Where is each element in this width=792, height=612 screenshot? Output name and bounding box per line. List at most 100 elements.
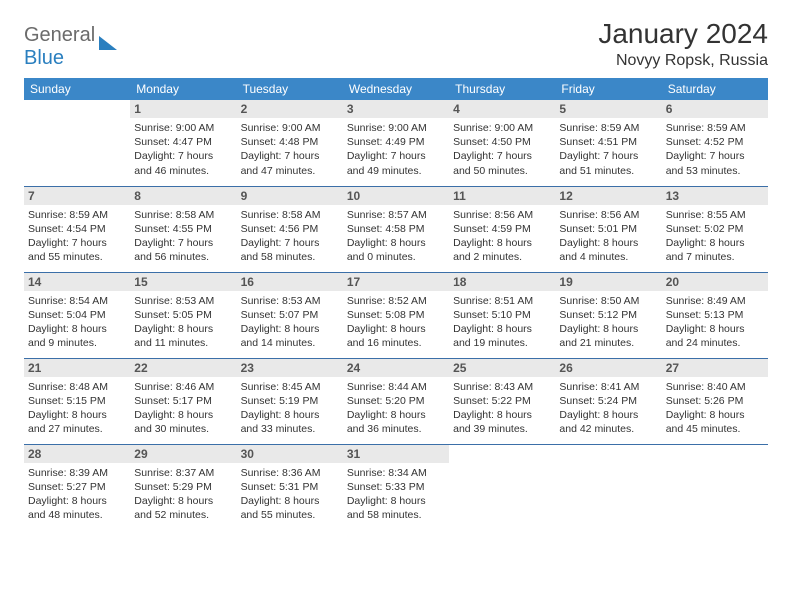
day-info: Sunrise: 9:00 AMSunset: 4:47 PMDaylight:… bbox=[134, 121, 232, 178]
calendar-cell: 5 Sunrise: 8:59 AMSunset: 4:51 PMDaylight… bbox=[555, 100, 661, 186]
header: General Blue January 2024 Novyy Ropsk, R… bbox=[24, 18, 768, 70]
calendar-cell: 6Sunrise: 8:59 AMSunset: 4:52 PMDaylight… bbox=[662, 100, 768, 186]
brand-part2: Blue bbox=[24, 47, 64, 69]
day-number: 29 bbox=[130, 445, 236, 463]
day-number: 13 bbox=[662, 187, 768, 205]
calendar-cell: 17 Sunrise: 8:52 AMSunset: 5:08 PMDayligh… bbox=[343, 272, 449, 358]
title-block: January 2024 Novyy Ropsk, Russia bbox=[598, 18, 768, 70]
day-info: Sunrise: 9:00 AMSunset: 4:49 PMDaylight:… bbox=[347, 121, 445, 178]
day-number: 1 bbox=[130, 100, 236, 118]
calendar-cell bbox=[24, 100, 130, 186]
calendar-cell bbox=[662, 444, 768, 530]
day-info: Sunrise: 8:39 AMSunset: 5:27 PMDaylight:… bbox=[28, 466, 126, 523]
calendar-cell bbox=[555, 444, 661, 530]
calendar-cell: 30 Sunrise: 8:36 AMSunset: 5:31 PMDayligh… bbox=[237, 444, 343, 530]
day-number: 10 bbox=[343, 187, 449, 205]
day-info: Sunrise: 8:59 AMSunset: 4:51 PMDaylight:… bbox=[559, 121, 657, 178]
calendar-cell: 23 Sunrise: 8:45 AMSunset: 5:19 PMDayligh… bbox=[237, 358, 343, 444]
day-number: 9 bbox=[237, 187, 343, 205]
day-number: 27 bbox=[662, 359, 768, 377]
calendar-cell: 20 Sunrise: 8:49 AMSunset: 5:13 PMDayligh… bbox=[662, 272, 768, 358]
brand-part1: General bbox=[24, 24, 95, 46]
day-number: 23 bbox=[237, 359, 343, 377]
day-info: Sunrise: 8:48 AMSunset: 5:15 PMDaylight:… bbox=[28, 380, 126, 437]
weekday-header: Thursday bbox=[449, 78, 555, 100]
day-number: 16 bbox=[237, 273, 343, 291]
calendar-cell: 24Sunrise: 8:44 AMSunset: 5:20 PMDayligh… bbox=[343, 358, 449, 444]
calendar-cell bbox=[449, 444, 555, 530]
calendar-cell: 13 Sunrise: 8:55 AMSunset: 5:02 PMDayligh… bbox=[662, 186, 768, 272]
weekday-header: Tuesday bbox=[237, 78, 343, 100]
day-number: 24 bbox=[343, 359, 449, 377]
day-info: Sunrise: 8:57 AMSunset: 4:58 PMDaylight:… bbox=[347, 208, 445, 265]
calendar-cell: 25 Sunrise: 8:43 AMSunset: 5:22 PMDayligh… bbox=[449, 358, 555, 444]
calendar-cell: 19 Sunrise: 8:50 AMSunset: 5:12 PMDayligh… bbox=[555, 272, 661, 358]
day-number: 8 bbox=[130, 187, 236, 205]
day-info: Sunrise: 9:00 AMSunset: 4:48 PMDaylight:… bbox=[241, 121, 339, 178]
day-number: 2 bbox=[237, 100, 343, 118]
weekday-header: Sunday bbox=[24, 78, 130, 100]
calendar-cell: 21Sunrise: 8:48 AMSunset: 5:15 PMDayligh… bbox=[24, 358, 130, 444]
calendar-cell: 27 Sunrise: 8:40 AMSunset: 5:26 PMDayligh… bbox=[662, 358, 768, 444]
weekday-header: Monday bbox=[130, 78, 236, 100]
day-number: 26 bbox=[555, 359, 661, 377]
day-info: Sunrise: 8:59 AMSunset: 4:52 PMDaylight:… bbox=[666, 121, 764, 178]
calendar-cell: 28 Sunrise: 8:39 AMSunset: 5:27 PMDayligh… bbox=[24, 444, 130, 530]
day-number: 20 bbox=[662, 273, 768, 291]
calendar-cell: 10 Sunrise: 8:57 AMSunset: 4:58 PMDayligh… bbox=[343, 186, 449, 272]
day-number: 19 bbox=[555, 273, 661, 291]
calendar-cell: 15Sunrise: 8:53 AMSunset: 5:05 PMDayligh… bbox=[130, 272, 236, 358]
day-info: Sunrise: 8:40 AMSunset: 5:26 PMDaylight:… bbox=[666, 380, 764, 437]
day-info: Sunrise: 8:34 AMSunset: 5:33 PMDaylight:… bbox=[347, 466, 445, 523]
calendar-cell: 8 Sunrise: 8:58 AMSunset: 4:55 PMDaylight… bbox=[130, 186, 236, 272]
calendar-cell: 29 Sunrise: 8:37 AMSunset: 5:29 PMDayligh… bbox=[130, 444, 236, 530]
day-info: Sunrise: 8:59 AMSunset: 4:54 PMDaylight:… bbox=[28, 208, 126, 265]
calendar-table: SundayMondayTuesdayWednesdayThursdayFrid… bbox=[24, 78, 768, 530]
calendar-cell: 4Sunrise: 9:00 AMSunset: 4:50 PMDaylight… bbox=[449, 100, 555, 186]
brand-logo: General Blue bbox=[24, 18, 117, 70]
day-number: 11 bbox=[449, 187, 555, 205]
brand-text: General Blue bbox=[24, 24, 95, 70]
day-number: 31 bbox=[343, 445, 449, 463]
day-info: Sunrise: 8:41 AMSunset: 5:24 PMDaylight:… bbox=[559, 380, 657, 437]
sail-icon bbox=[99, 36, 117, 50]
day-number: 22 bbox=[130, 359, 236, 377]
day-number: 18 bbox=[449, 273, 555, 291]
day-info: Sunrise: 8:53 AMSunset: 5:07 PMDaylight:… bbox=[241, 294, 339, 351]
day-number: 17 bbox=[343, 273, 449, 291]
day-number: 14 bbox=[24, 273, 130, 291]
day-info: Sunrise: 8:36 AMSunset: 5:31 PMDaylight:… bbox=[241, 466, 339, 523]
calendar-page: General Blue January 2024 Novyy Ropsk, R… bbox=[0, 0, 792, 540]
day-number: 5 bbox=[555, 100, 661, 118]
day-info: Sunrise: 8:58 AMSunset: 4:55 PMDaylight:… bbox=[134, 208, 232, 265]
day-info: Sunrise: 8:50 AMSunset: 5:12 PMDaylight:… bbox=[559, 294, 657, 351]
day-info: Sunrise: 8:51 AMSunset: 5:10 PMDaylight:… bbox=[453, 294, 551, 351]
day-number: 28 bbox=[24, 445, 130, 463]
day-number: 3 bbox=[343, 100, 449, 118]
calendar-cell: 18 Sunrise: 8:51 AMSunset: 5:10 PMDayligh… bbox=[449, 272, 555, 358]
day-info: Sunrise: 8:58 AMSunset: 4:56 PMDaylight:… bbox=[241, 208, 339, 265]
calendar-cell: 22Sunrise: 8:46 AMSunset: 5:17 PMDayligh… bbox=[130, 358, 236, 444]
day-info: Sunrise: 8:55 AMSunset: 5:02 PMDaylight:… bbox=[666, 208, 764, 265]
day-number: 25 bbox=[449, 359, 555, 377]
month-title: January 2024 bbox=[598, 18, 768, 50]
calendar-cell: 26 Sunrise: 8:41 AMSunset: 5:24 PMDayligh… bbox=[555, 358, 661, 444]
location-label: Novyy Ropsk, Russia bbox=[598, 52, 768, 70]
calendar-cell: 12Sunrise: 8:56 AMSunset: 5:01 PMDayligh… bbox=[555, 186, 661, 272]
calendar-body: 1 Sunrise: 9:00 AMSunset: 4:47 PMDaylight… bbox=[24, 100, 768, 530]
day-info: Sunrise: 8:53 AMSunset: 5:05 PMDaylight:… bbox=[134, 294, 232, 351]
calendar-cell: 7 Sunrise: 8:59 AMSunset: 4:54 PMDaylight… bbox=[24, 186, 130, 272]
day-info: Sunrise: 8:37 AMSunset: 5:29 PMDaylight:… bbox=[134, 466, 232, 523]
day-number: 7 bbox=[24, 187, 130, 205]
day-info: Sunrise: 8:45 AMSunset: 5:19 PMDaylight:… bbox=[241, 380, 339, 437]
weekday-header: Friday bbox=[555, 78, 661, 100]
day-number: 4 bbox=[449, 100, 555, 118]
day-info: Sunrise: 8:54 AMSunset: 5:04 PMDaylight:… bbox=[28, 294, 126, 351]
weekday-header: Saturday bbox=[662, 78, 768, 100]
day-info: Sunrise: 8:49 AMSunset: 5:13 PMDaylight:… bbox=[666, 294, 764, 351]
weekday-header: Wednesday bbox=[343, 78, 449, 100]
day-number: 30 bbox=[237, 445, 343, 463]
day-info: Sunrise: 8:43 AMSunset: 5:22 PMDaylight:… bbox=[453, 380, 551, 437]
calendar-cell: 3 Sunrise: 9:00 AMSunset: 4:49 PMDaylight… bbox=[343, 100, 449, 186]
day-info: Sunrise: 8:52 AMSunset: 5:08 PMDaylight:… bbox=[347, 294, 445, 351]
